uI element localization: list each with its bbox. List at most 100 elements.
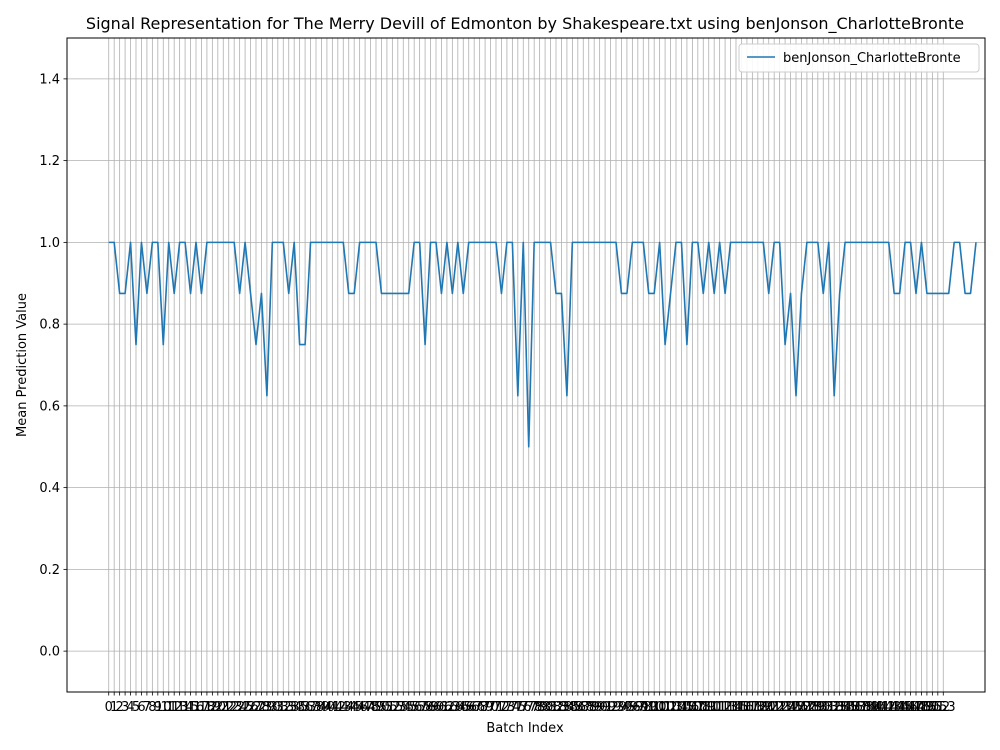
x-tick-label: 116: [729, 700, 754, 715]
x-tick-label: 58: [417, 700, 434, 715]
x-tick-label: 42: [330, 700, 347, 715]
x-tick-label: 105: [669, 700, 694, 715]
x-tick-label: 51: [379, 700, 396, 715]
x-tick-label: 49: [368, 700, 385, 715]
x-tick-label: 20: [210, 700, 227, 715]
x-tick-label: 28: [253, 700, 270, 715]
x-tick-label: 67: [466, 700, 483, 715]
legend-label: benJonson_CharlotteBronte: [783, 51, 961, 66]
y-tick-label: 0.8: [39, 318, 60, 333]
x-tick-label: 13: [171, 700, 188, 715]
x-tick-label: 84: [559, 700, 576, 715]
x-tick-label: 70: [482, 700, 499, 715]
legend: benJonson_CharlotteBronte: [738, 43, 980, 73]
x-tick-label: 53: [390, 700, 407, 715]
x-tick-label: 118: [740, 700, 765, 715]
x-tick-label: 68: [471, 700, 488, 715]
x-tick-label: 35: [291, 700, 308, 715]
x-tick-label: 77: [520, 700, 537, 715]
legend-box: [738, 43, 980, 73]
x-tick-label: 73: [499, 700, 516, 715]
x-tick-label: 50: [373, 700, 390, 715]
x-tick-label: 79: [531, 700, 548, 715]
x-tick-label: 56: [406, 700, 423, 715]
x-tick-label: 135: [833, 700, 858, 715]
x-tick-label: 81: [542, 700, 559, 715]
x-tick-label: 95: [619, 700, 636, 715]
x-tick-label: 126: [784, 700, 809, 715]
y-tick-label: 1.0: [39, 236, 60, 251]
x-tick-label: 134: [827, 700, 852, 715]
x-ticks: 0123456789101112131415161718192021222324…: [105, 692, 956, 715]
x-tick-label: 120: [751, 700, 776, 715]
x-tick-label: 64: [450, 700, 467, 715]
x-tick-label: 94: [613, 700, 630, 715]
x-tick-label: 23: [226, 700, 243, 715]
x-tick-label: 147: [898, 700, 923, 715]
x-tick-label: 88: [580, 700, 597, 715]
x-tick-label: 52: [384, 700, 401, 715]
x-tick-label: 123: [767, 700, 792, 715]
x-tick-label: 139: [854, 700, 879, 715]
x-tick-label: 108: [685, 700, 710, 715]
x-tick-label: 1: [110, 700, 118, 715]
x-tick-label: 71: [488, 700, 505, 715]
x-tick-label: 85: [564, 700, 581, 715]
x-tick-label: 44: [340, 700, 357, 715]
x-tick-label: 104: [664, 700, 689, 715]
x-tick-label: 4: [126, 700, 134, 715]
x-tick-label: 60: [428, 700, 445, 715]
x-tick-label: 62: [439, 700, 456, 715]
x-tick-label: 41: [324, 700, 341, 715]
x-tick-label: 40: [319, 700, 336, 715]
x-tick-label: 113: [713, 700, 738, 715]
x-tick-label: 92: [602, 700, 619, 715]
x-tick-label: 63: [444, 700, 461, 715]
x-tick-label: 153: [931, 700, 956, 715]
x-tick-label: 140: [860, 700, 885, 715]
x-tick-label: 119: [745, 700, 770, 715]
x-tick-label: 78: [526, 700, 543, 715]
x-tick-label: 8: [148, 700, 156, 715]
x-tick-label: 146: [893, 700, 918, 715]
x-tick-label: 11: [160, 700, 177, 715]
x-tick-label: 33: [280, 700, 297, 715]
x-tick-label: 98: [635, 700, 652, 715]
x-tick-label: 112: [707, 700, 732, 715]
x-tick-label: 48: [362, 700, 379, 715]
x-tick-label: 99: [640, 700, 657, 715]
x-tick-label: 22: [220, 700, 237, 715]
x-tick-label: 6: [137, 700, 145, 715]
x-tick-label: 141: [865, 700, 890, 715]
x-tick-label: 7: [143, 700, 151, 715]
x-tick-label: 12: [166, 700, 183, 715]
y-axis-label: Mean Prediction Value: [15, 293, 30, 437]
chart-title: Signal Representation for The Merry Devi…: [86, 14, 964, 34]
x-tick-label: 16: [188, 700, 205, 715]
x-tick-label: 65: [455, 700, 472, 715]
x-tick-label: 149: [909, 700, 934, 715]
axes-frame: [66, 37, 986, 693]
x-tick-label: 25: [237, 700, 254, 715]
x-tick-label: 128: [794, 700, 819, 715]
x-tick-label: 5: [132, 700, 140, 715]
x-tick-label: 15: [182, 700, 199, 715]
x-tick-label: 18: [199, 700, 216, 715]
x-tick-label: 75: [510, 700, 527, 715]
x-tick-label: 76: [515, 700, 532, 715]
x-tick-label: 117: [734, 700, 759, 715]
x-tick-label: 0: [105, 700, 113, 715]
x-tick-label: 45: [346, 700, 363, 715]
x-tick-label: 46: [351, 700, 368, 715]
x-tick-label: 145: [887, 700, 912, 715]
x-tick-label: 136: [838, 700, 863, 715]
x-tick-label: 91: [597, 700, 614, 715]
x-tick-label: 115: [724, 700, 749, 715]
x-tick-label: 66: [460, 700, 477, 715]
x-tick-label: 86: [570, 700, 587, 715]
x-tick-label: 43: [335, 700, 352, 715]
x-tick-label: 14: [177, 700, 194, 715]
x-tick-label: 29: [259, 700, 276, 715]
x-tick-label: 129: [800, 700, 825, 715]
